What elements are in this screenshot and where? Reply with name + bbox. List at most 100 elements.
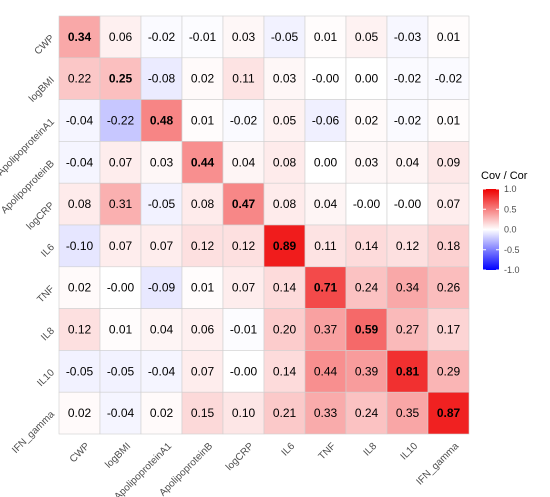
heatmap-cell-IL10-TNF — [304, 350, 347, 393]
heatmap-cell-CWP-CWP — [58, 15, 101, 59]
heatmap-cell-logCRP-IFN_gamma — [427, 182, 470, 226]
cell-value-label: 0.01 — [437, 114, 461, 128]
heatmap-cell-logCRP-IL10 — [386, 182, 429, 226]
cell-value-label: 0.34 — [68, 30, 92, 44]
cell-value-label: -0.04 — [148, 364, 176, 378]
cell-value-label: 0.14 — [273, 281, 297, 295]
cell-value-label: 0.14 — [273, 364, 297, 378]
y-tick-label: IFN_gamma — [10, 409, 57, 456]
cell-value-label: 0.11 — [232, 72, 255, 86]
cell-value-label: 0.06 — [191, 323, 215, 337]
cell-value-label: -0.00 — [230, 364, 258, 378]
x-tick-label: IL10 — [399, 441, 421, 463]
heatmap-cell-logCRP-IL6 — [263, 182, 306, 226]
heatmap-cell-TNF-IL8 — [345, 266, 388, 309]
cell-value-label: 0.08 — [273, 197, 297, 211]
x-tick-label: IL8 — [362, 441, 380, 459]
heatmap-cell-IFN_gamma-logCRP — [222, 391, 265, 435]
cell-value-label: 0.14 — [355, 239, 379, 253]
cell-value-label: 0.02 — [191, 72, 215, 86]
heatmap-cell-IFN_gamma-logBMI — [99, 391, 142, 435]
cell-value-label: 0.35 — [396, 406, 420, 420]
heatmap-cell-IL8-IL10 — [386, 308, 429, 351]
legend-ticks: 1.0 0.5 0.0 -0.5 -1.0 — [483, 184, 520, 275]
cell-value-label: 0.04 — [396, 155, 420, 169]
cell-value-label: -0.22 — [107, 114, 135, 128]
cell-value-label: 0.17 — [437, 323, 461, 337]
heatmap-cell-IL8-logBMI — [99, 308, 142, 351]
cell-value-label: 0.15 — [191, 406, 215, 420]
y-tick-label: logCRP — [25, 200, 57, 232]
cell-value-label: 0.08 — [68, 197, 92, 211]
cell-value-label: -0.04 — [66, 155, 94, 169]
heatmap-cell-IL8-IFN_gamma — [427, 308, 470, 351]
heatmap-cell-TNF-TNF — [304, 266, 347, 309]
heatmap-cell-IL6-ApolipoproteinA1 — [140, 224, 183, 268]
color-legend: Cov / Cor 1.0 0.5 0.0 -0.5 -1.0 — [481, 170, 528, 275]
heatmap-cell-IL6-logCRP — [222, 224, 265, 268]
heatmap-cell-logBMI-logBMI — [99, 57, 142, 100]
cell-value-label: 0.04 — [150, 323, 174, 337]
legend-tick-label: -0.5 — [504, 245, 520, 255]
heatmap-cell-labels: 0.34 0.06 -0.02 -0.01 0.03 -0.05 0.01 0.05 -0.03… — [66, 30, 463, 420]
heatmap-cell-ApolipoproteinA1-IFN_gamma — [427, 99, 470, 142]
heatmap-cell-ApolipoproteinB-logCRP — [222, 141, 265, 184]
heatmap-cell-IL8-IL8 — [345, 308, 388, 351]
y-tick-label: CWP — [33, 33, 58, 58]
heatmap-cell-logCRP-IL8 — [345, 182, 388, 226]
heatmap-cell-ApolipoproteinB-IL6 — [263, 141, 306, 184]
cell-value-label: 0.20 — [273, 323, 297, 337]
cell-value-label: -0.02 — [435, 72, 463, 86]
heatmap-cell-logCRP-logCRP — [222, 182, 265, 226]
heatmap-cell-CWP-logBMI — [99, 15, 142, 59]
heatmap-cell-IL10-IL10 — [386, 350, 429, 393]
cell-value-label: -0.06 — [312, 114, 340, 128]
heatmap-cell-IL6-ApolipoproteinB — [181, 224, 224, 268]
cell-value-label: 0.03 — [232, 30, 256, 44]
heatmap-cell-logBMI-TNF — [304, 57, 347, 100]
cell-value-label: 0.24 — [355, 281, 379, 295]
cell-value-label: 0.89 — [273, 239, 297, 253]
legend-tick-label: -1.0 — [504, 265, 520, 275]
cell-value-label: -0.08 — [148, 72, 176, 86]
cell-value-label: 0.02 — [68, 281, 92, 295]
cell-value-label: 0.39 — [355, 364, 379, 378]
cell-value-label: 0.05 — [355, 30, 379, 44]
heatmap-cell-IL10-ApolipoproteinB — [181, 350, 224, 393]
cell-value-label: 0.12 — [68, 323, 92, 337]
cell-value-label: 0.18 — [437, 239, 461, 253]
heatmap-cell-logBMI-IL8 — [345, 57, 388, 100]
legend-tick-label: 1.0 — [504, 184, 517, 194]
heatmap-cell-IFN_gamma-ApolipoproteinB — [181, 391, 224, 435]
heatmap-cell-ApolipoproteinA1-logBMI — [99, 99, 142, 142]
cell-value-label: 0.05 — [273, 114, 297, 128]
legend-tick-label: 0.5 — [504, 204, 517, 214]
heatmap-cell-IL8-logCRP — [222, 308, 265, 351]
y-axis-tick-labels: CWPlogBMIApolipoproteinA1ApolipoproteinB… — [0, 33, 57, 456]
cell-value-label: 0.59 — [355, 323, 379, 337]
heatmap-cell-IL10-IL8 — [345, 350, 388, 393]
x-axis-tick-labels: CWP logBMIApolipoproteinA1ApolipoproteinB… — [68, 441, 462, 497]
cell-value-label: 0.48 — [150, 114, 174, 128]
cell-value-label: -0.02 — [148, 30, 176, 44]
heatmap-cell-IL10-logCRP — [222, 350, 265, 393]
cell-value-label: 0.24 — [355, 406, 379, 420]
cell-value-label: 0.03 — [273, 72, 297, 86]
heatmap-cell-logBMI-IL10 — [386, 57, 429, 100]
cell-value-label: 0.21 — [273, 406, 297, 420]
cell-value-label: 0.08 — [191, 197, 215, 211]
cell-value-label: 0.22 — [68, 72, 92, 86]
cell-value-label: 0.03 — [150, 155, 174, 169]
cell-value-label: 0.27 — [396, 323, 420, 337]
cell-value-label: -0.01 — [189, 30, 217, 44]
cell-value-label: -0.05 — [107, 364, 135, 378]
heatmap-cell-logBMI-IFN_gamma — [427, 57, 470, 100]
heatmap-cell-IFN_gamma-IFN_gamma — [427, 391, 470, 435]
cell-value-label: 0.09 — [437, 155, 461, 169]
heatmap-cell-IL8-ApolipoproteinA1 — [140, 308, 183, 351]
cell-value-label: -0.04 — [107, 406, 135, 420]
heatmap-cell-CWP-IL6 — [263, 15, 306, 59]
cell-value-label: 0.47 — [232, 197, 256, 211]
heatmap-cell-CWP-IFN_gamma — [427, 15, 470, 59]
